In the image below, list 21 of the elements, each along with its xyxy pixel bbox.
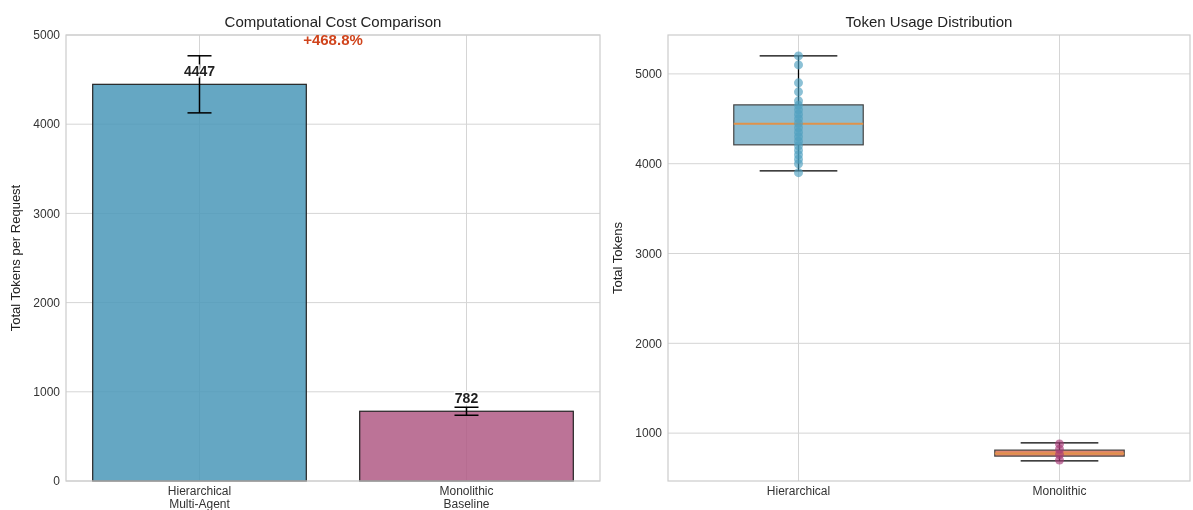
x-tick-label: Hierarchical Multi-Agent xyxy=(167,484,232,510)
y-tick-label: 1000 xyxy=(635,426,663,441)
y-tick-label: 3000 xyxy=(635,246,663,261)
y-tick-label: 0 xyxy=(53,474,61,489)
y-tick-label: 5000 xyxy=(635,67,663,82)
x-tick-label: Monolithic Baseline xyxy=(439,484,494,510)
y-tick-label: 3000 xyxy=(33,206,61,221)
data-label: 782 xyxy=(454,390,479,407)
y-tick-label: 2000 xyxy=(33,295,61,310)
y-axis-title: Total Tokens xyxy=(610,221,625,295)
y-tick-label: 4000 xyxy=(33,117,61,132)
x-tick-label: Monolithic xyxy=(1032,484,1087,498)
chart-title: Computational Cost Comparison xyxy=(224,13,442,30)
y-tick-label: 1000 xyxy=(33,385,61,399)
x-tick-label: Hierarchical xyxy=(766,484,831,498)
annotation: +468.8% xyxy=(303,31,363,48)
y-tick-label: 2000 xyxy=(635,336,663,351)
chart-title: Token Usage Distribution xyxy=(845,13,1013,30)
y-tick-label: 5000 xyxy=(33,28,61,43)
y-tick-label: 4000 xyxy=(635,156,663,171)
y-axis-title: Total Tokens per Request xyxy=(8,184,23,332)
